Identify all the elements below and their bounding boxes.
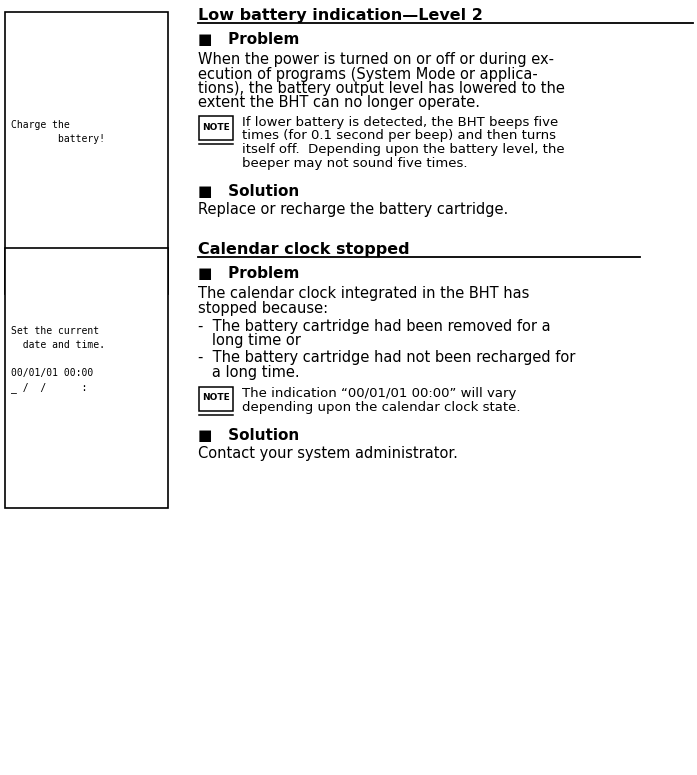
Text: battery!: battery! xyxy=(11,134,105,144)
Bar xyxy=(5,12,168,294)
Text: _ /  /      :: _ / / : xyxy=(11,382,87,393)
Text: The indication “00/01/01 00:00” will vary: The indication “00/01/01 00:00” will var… xyxy=(242,387,516,400)
Text: -  The battery cartridge had not been recharged for: - The battery cartridge had not been rec… xyxy=(198,350,576,365)
Bar xyxy=(199,387,233,411)
Text: When the power is turned on or off or during ex-: When the power is turned on or off or du… xyxy=(198,52,554,67)
Text: long time or: long time or xyxy=(198,333,301,349)
Text: Charge the: Charge the xyxy=(11,120,70,130)
Text: -  The battery cartridge had been removed for a: - The battery cartridge had been removed… xyxy=(198,319,551,334)
Text: beeper may not sound five times.: beeper may not sound five times. xyxy=(242,157,468,170)
Text: itself off.  Depending upon the battery level, the: itself off. Depending upon the battery l… xyxy=(242,143,565,156)
Text: extent the BHT can no longer operate.: extent the BHT can no longer operate. xyxy=(198,95,480,111)
Text: a long time.: a long time. xyxy=(198,364,300,380)
Text: If lower battery is detected, the BHT beeps five: If lower battery is detected, the BHT be… xyxy=(242,116,558,129)
Text: NOTE: NOTE xyxy=(202,122,230,132)
Text: Replace or recharge the battery cartridge.: Replace or recharge the battery cartridg… xyxy=(198,202,508,217)
Text: date and time.: date and time. xyxy=(11,340,105,350)
Text: The calendar clock integrated in the BHT has: The calendar clock integrated in the BHT… xyxy=(198,286,530,301)
Text: ■   Problem: ■ Problem xyxy=(198,266,300,281)
Text: depending upon the calendar clock state.: depending upon the calendar clock state. xyxy=(242,401,521,414)
Text: Set the current: Set the current xyxy=(11,326,99,336)
Text: times (for 0.1 second per beep) and then turns: times (for 0.1 second per beep) and then… xyxy=(242,129,556,143)
Text: ecution of programs (System Mode or applica-: ecution of programs (System Mode or appl… xyxy=(198,67,538,81)
Text: Contact your system administrator.: Contact your system administrator. xyxy=(198,446,458,461)
Text: stopped because:: stopped because: xyxy=(198,301,328,315)
Text: Calendar clock stopped: Calendar clock stopped xyxy=(198,242,410,257)
Text: Low battery indication—Level 2: Low battery indication—Level 2 xyxy=(198,8,483,23)
Text: ■   Solution: ■ Solution xyxy=(198,428,299,443)
Bar xyxy=(5,248,168,508)
Text: ■   Solution: ■ Solution xyxy=(198,184,299,199)
Bar xyxy=(199,116,233,140)
Text: NOTE: NOTE xyxy=(202,394,230,402)
Text: 00/01/01 00:00: 00/01/01 00:00 xyxy=(11,368,93,378)
Text: ■   Problem: ■ Problem xyxy=(198,32,300,47)
Text: tions), the battery output level has lowered to the: tions), the battery output level has low… xyxy=(198,81,565,96)
